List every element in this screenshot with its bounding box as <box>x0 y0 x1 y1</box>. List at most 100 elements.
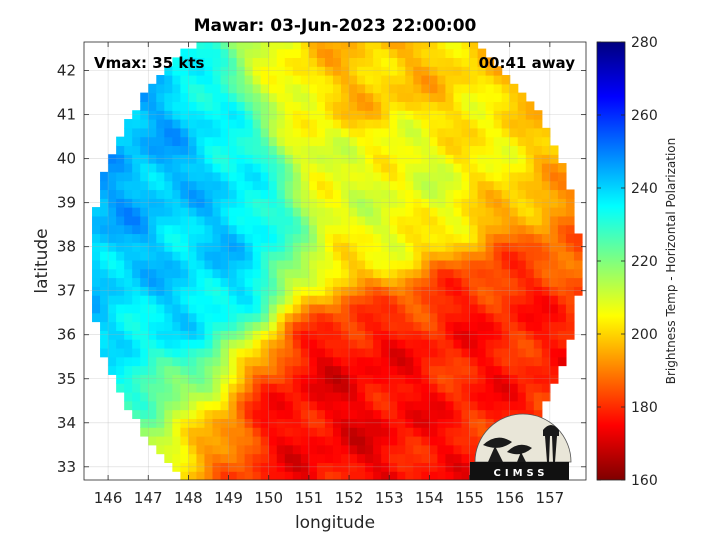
heatmap-cell <box>308 268 318 279</box>
heatmap-cell <box>381 251 390 261</box>
heatmap-cell <box>349 180 358 191</box>
heatmap-cell <box>164 75 173 85</box>
heatmap-cell <box>469 92 479 103</box>
heatmap-cell <box>421 75 430 85</box>
heatmap-cell <box>445 92 455 103</box>
heatmap-cell <box>365 48 374 58</box>
heatmap-cell <box>220 295 230 305</box>
heatmap-cell <box>156 295 165 305</box>
heatmap-cell <box>308 198 318 208</box>
heatmap-cell <box>501 242 511 252</box>
heatmap-cell <box>180 312 190 323</box>
heatmap-cell <box>108 356 117 367</box>
heatmap-cell <box>220 303 230 314</box>
heatmap-cell <box>156 92 165 103</box>
heatmap-cell <box>381 215 390 226</box>
heatmap-cell <box>236 286 246 296</box>
colorbar-tick-label: 280 <box>631 35 658 51</box>
heatmap-cell <box>525 224 535 235</box>
heatmap-cell <box>212 66 222 76</box>
heatmap-cell <box>204 171 214 182</box>
heatmap-cell <box>373 312 382 323</box>
heatmap-cell <box>429 92 439 103</box>
heatmap-cell <box>324 330 334 340</box>
heatmap-cell <box>244 136 254 147</box>
heatmap-cell <box>204 321 214 331</box>
heatmap-cell <box>493 215 503 226</box>
heatmap-cell <box>212 75 222 85</box>
heatmap-cell <box>341 286 350 296</box>
heatmap-cell <box>501 171 511 182</box>
heatmap-cell <box>413 321 422 331</box>
heatmap-cell <box>389 207 398 217</box>
heatmap-cell <box>252 189 262 199</box>
heatmap-cell <box>140 101 149 111</box>
heatmap-cell <box>413 136 422 147</box>
heatmap-cell <box>373 374 382 384</box>
heatmap-cell <box>429 101 439 111</box>
heatmap-cell <box>196 321 206 331</box>
heatmap-cell <box>517 339 527 349</box>
heatmap-cell <box>357 383 366 393</box>
heatmap-cell <box>533 383 543 393</box>
heatmap-cell <box>308 224 318 235</box>
heatmap-cell <box>164 444 173 455</box>
heatmap-cell <box>284 295 294 305</box>
heatmap-cell <box>196 391 206 402</box>
heatmap-cell <box>549 330 559 340</box>
heatmap-cell <box>260 171 270 182</box>
heatmap-cell <box>108 277 117 287</box>
heatmap-cell <box>180 242 190 252</box>
heatmap-cell <box>316 259 326 270</box>
heatmap-cell <box>236 119 246 129</box>
heatmap-cell <box>276 233 286 243</box>
heatmap-cell <box>148 110 157 120</box>
heatmap-cell <box>268 145 278 155</box>
heatmap-cell <box>373 101 382 111</box>
heatmap-cell <box>140 391 149 402</box>
heatmap-cell <box>429 453 439 463</box>
heatmap-cell <box>389 119 398 129</box>
heatmap-cell <box>437 277 447 287</box>
heatmap-cell <box>148 198 157 208</box>
heatmap-cell <box>188 189 198 199</box>
heatmap-cell <box>437 471 447 480</box>
heatmap-cell <box>300 83 310 94</box>
heatmap-cell <box>461 101 471 111</box>
heatmap-cell <box>164 136 173 147</box>
heatmap-cell <box>284 66 294 76</box>
heatmap-cell <box>373 57 382 67</box>
heatmap-cell <box>292 330 302 340</box>
heatmap-cell <box>485 259 495 270</box>
heatmap-cell <box>421 295 430 305</box>
y-tick-label: 39 <box>57 194 76 212</box>
heatmap-cell <box>509 180 519 191</box>
heatmap-cell <box>220 427 230 437</box>
heatmap-cell <box>477 383 487 393</box>
heatmap-cell <box>477 391 487 402</box>
heatmap-cell <box>188 383 198 393</box>
heatmap-cell <box>397 233 406 243</box>
heatmap-cell <box>316 277 326 287</box>
heatmap-cell <box>413 303 422 314</box>
heatmap-cell <box>172 444 181 455</box>
heatmap-cell <box>421 259 430 270</box>
heatmap-cell <box>292 444 302 455</box>
heatmap-cell <box>116 303 125 314</box>
heatmap-cell <box>517 136 527 147</box>
heatmap-cell <box>517 180 527 191</box>
heatmap-cell <box>437 391 447 402</box>
heatmap-cell <box>228 198 238 208</box>
heatmap-cell <box>220 383 230 393</box>
heatmap-cell <box>140 383 149 393</box>
heatmap-cell <box>180 171 190 182</box>
heatmap-cell <box>172 163 181 173</box>
heatmap-cell <box>413 224 422 235</box>
heatmap-cell <box>357 83 366 94</box>
heatmap-cell <box>260 92 270 103</box>
heatmap-cell <box>164 277 173 287</box>
heatmap-cell <box>389 435 398 446</box>
heatmap-cell <box>485 75 495 85</box>
heatmap-cell <box>284 259 294 270</box>
heatmap-cell <box>276 339 286 349</box>
